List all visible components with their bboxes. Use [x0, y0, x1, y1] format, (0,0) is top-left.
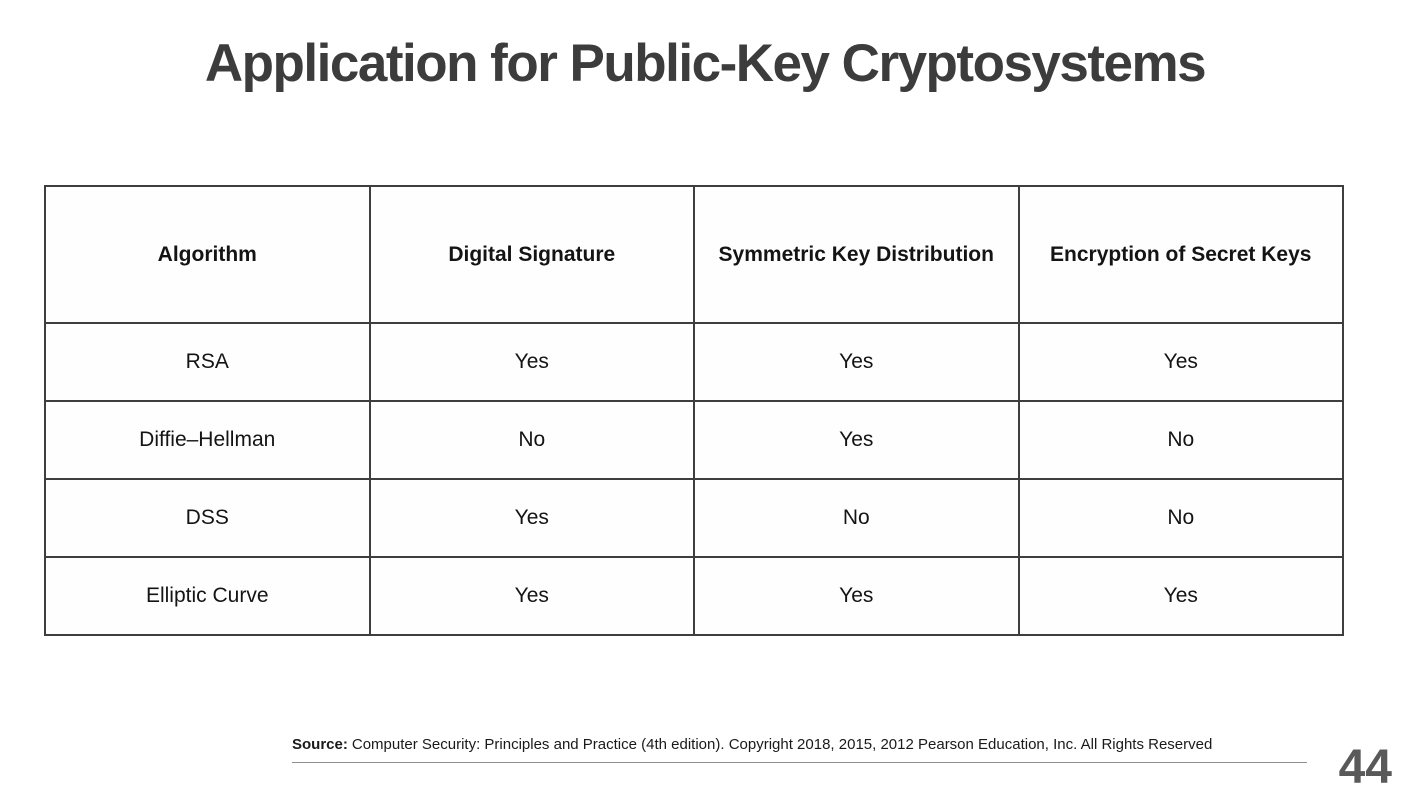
cell-symmetric-key-distribution: Yes: [693, 556, 1020, 636]
page-number: 44: [1338, 741, 1392, 794]
table-header-row: Algorithm Digital Signature Symmetric Ke…: [44, 185, 1344, 324]
cell-digital-signature: No: [368, 400, 695, 480]
table-row-dss: DSS Yes No No: [44, 478, 1344, 558]
column-header-digital-signature: Digital Signature: [368, 185, 695, 324]
applications-table: Algorithm Digital Signature Symmetric Ke…: [44, 185, 1344, 636]
table-row-elliptic-curve: Elliptic Curve Yes Yes Yes: [44, 556, 1344, 636]
cell-algorithm: DSS: [44, 478, 371, 558]
source-label: Source:: [292, 736, 348, 753]
column-header-symmetric-key-distribution: Symmetric Key Distribution: [693, 185, 1020, 324]
table-row-diffie-hellman: Diffie–Hellman No Yes No: [44, 400, 1344, 480]
cell-symmetric-key-distribution: Yes: [693, 322, 1020, 402]
cell-digital-signature: Yes: [368, 478, 695, 558]
cell-encryption-of-secret-keys: Yes: [1017, 556, 1344, 636]
cell-algorithm: Diffie–Hellman: [44, 400, 371, 480]
column-header-encryption-of-secret-keys: Encryption of Secret Keys: [1017, 185, 1344, 324]
source-text: Computer Security: Principles and Practi…: [351, 736, 1213, 753]
cell-encryption-of-secret-keys: No: [1017, 400, 1344, 480]
cell-symmetric-key-distribution: Yes: [693, 400, 1020, 480]
table-row-rsa: RSA Yes Yes Yes: [44, 322, 1344, 402]
cell-algorithm: Elliptic Curve: [44, 556, 371, 636]
source-note: Source: Computer Security: Principles and…: [292, 736, 1307, 753]
column-header-algorithm: Algorithm: [44, 185, 371, 324]
cell-symmetric-key-distribution: No: [693, 478, 1020, 558]
cell-encryption-of-secret-keys: Yes: [1017, 322, 1344, 402]
cell-digital-signature: Yes: [368, 322, 695, 402]
cell-digital-signature: Yes: [368, 556, 695, 636]
cell-algorithm: RSA: [44, 322, 371, 402]
footer-rule: [292, 762, 1307, 763]
cell-encryption-of-secret-keys: No: [1017, 478, 1344, 558]
slide-title: Application for Public-Key Cryptosystems: [204, 34, 1207, 93]
